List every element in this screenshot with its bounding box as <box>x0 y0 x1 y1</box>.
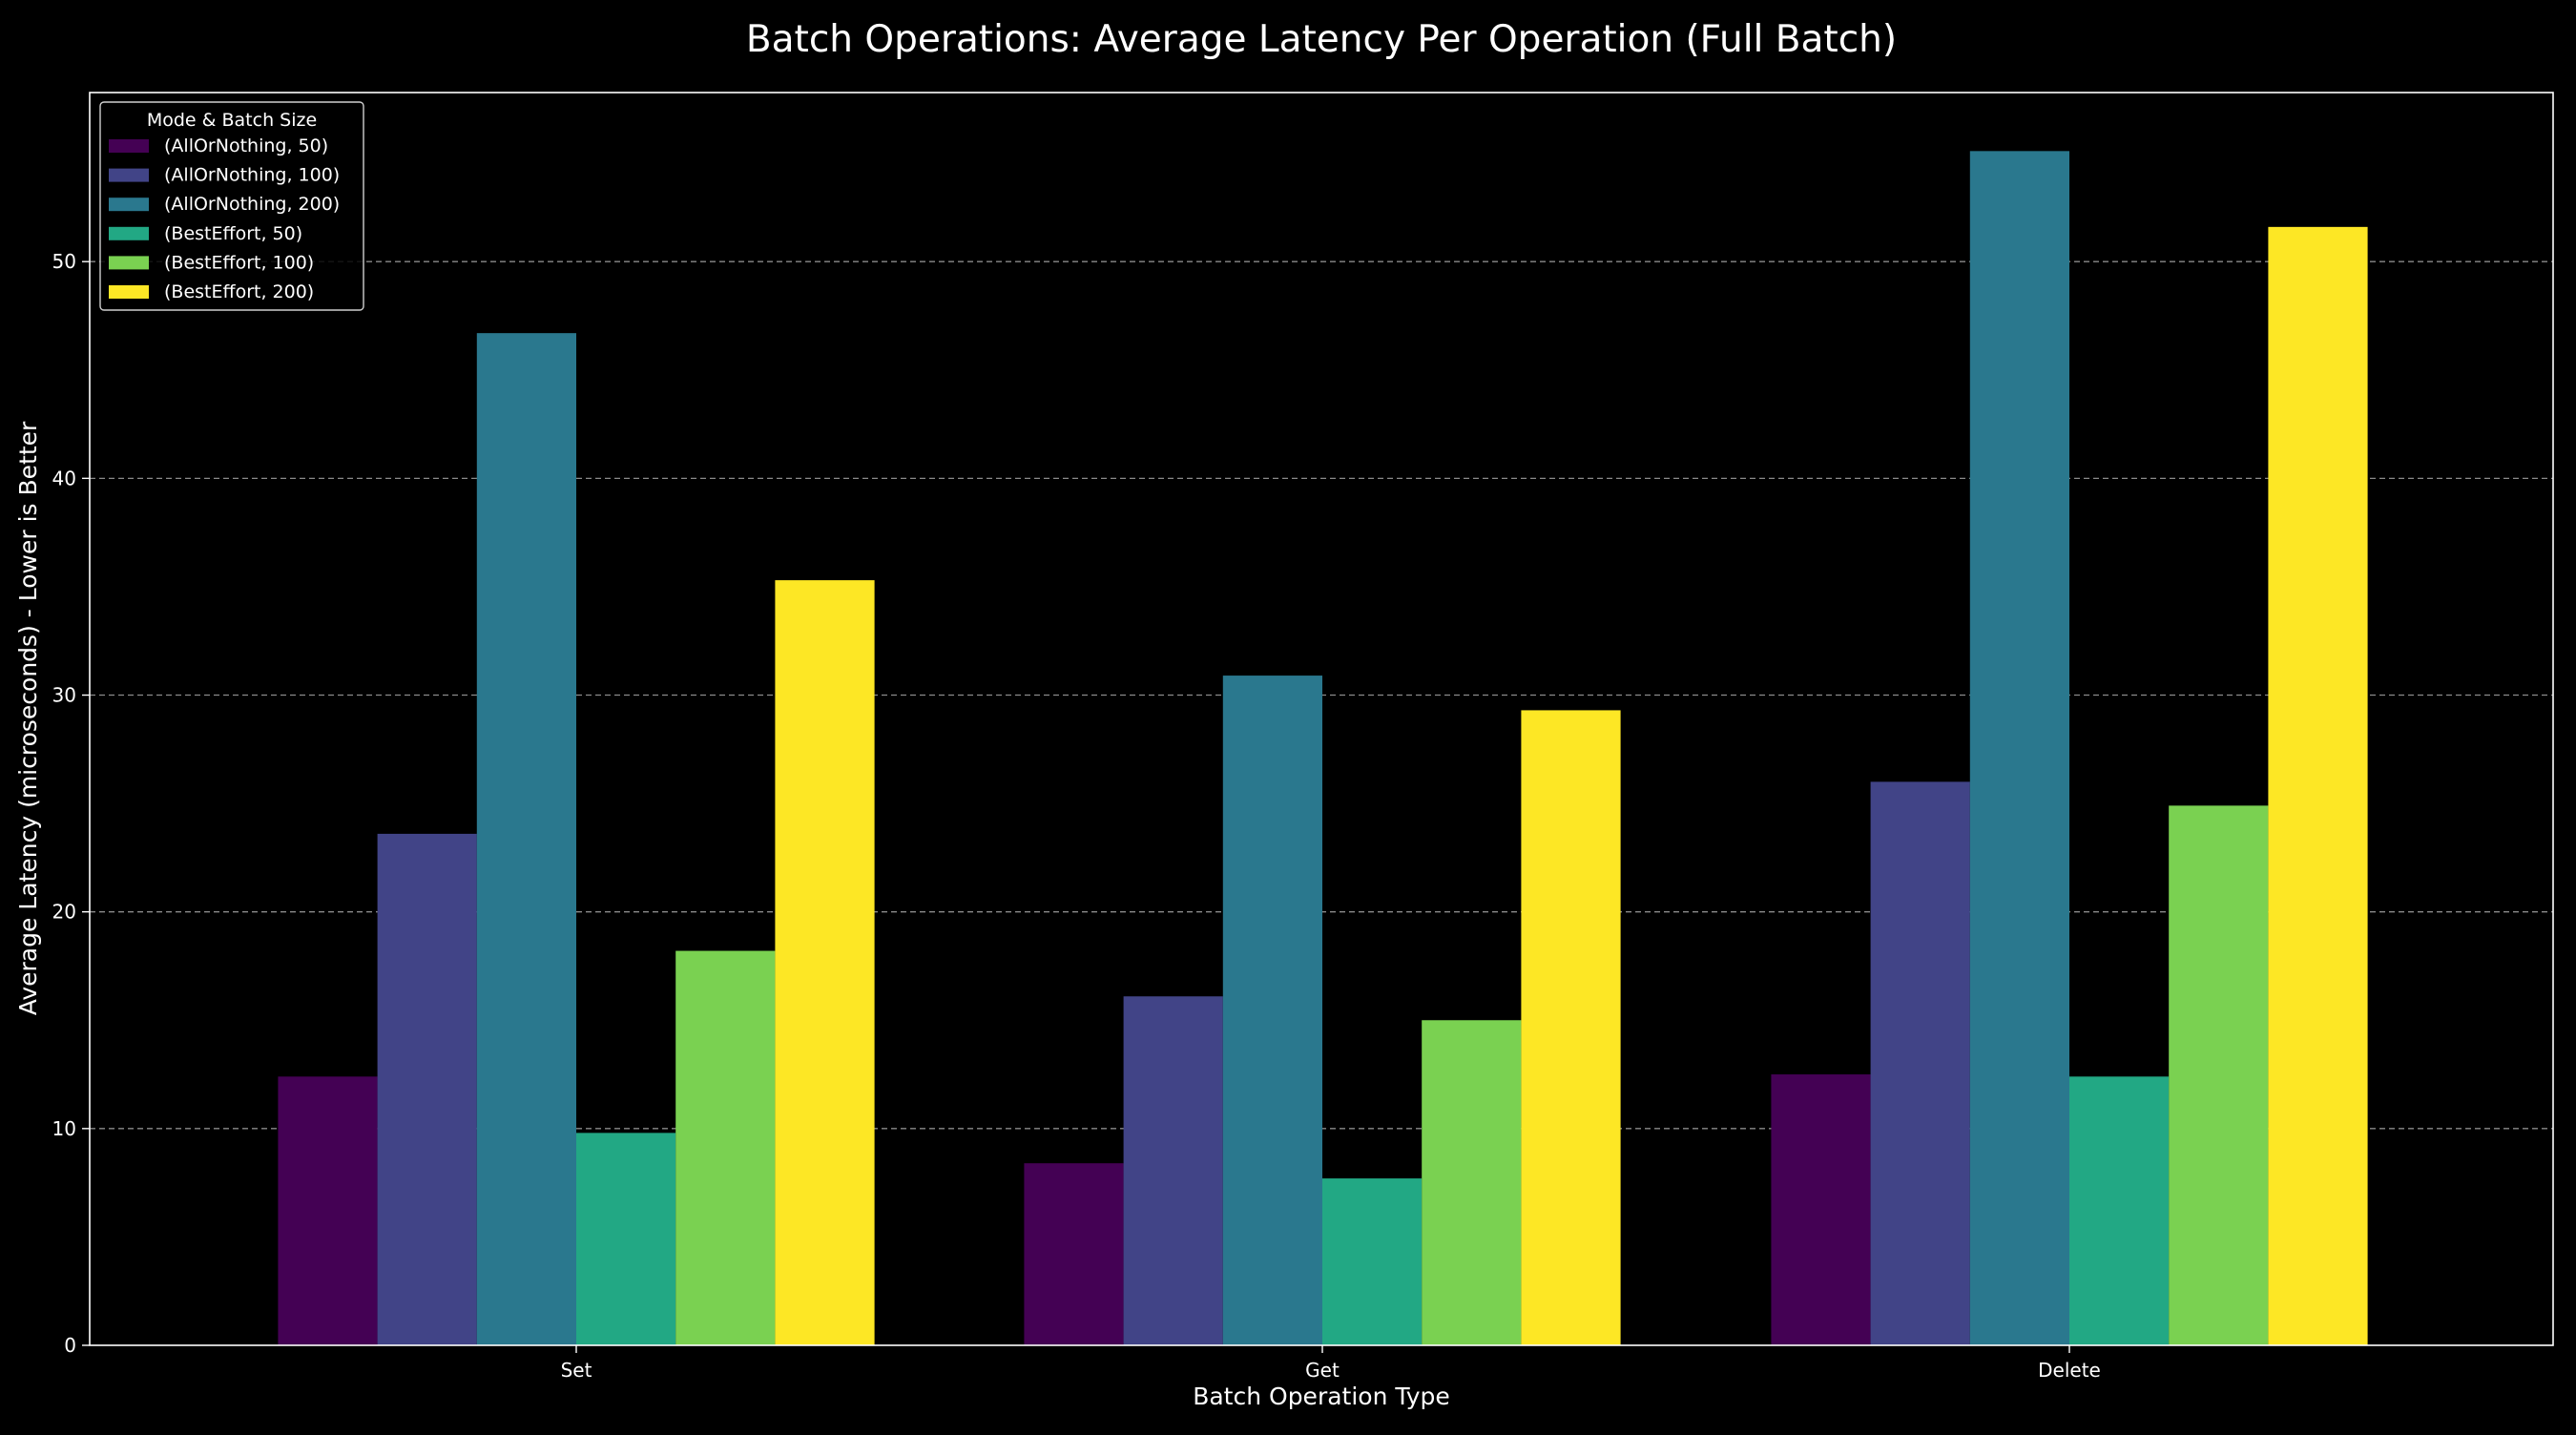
x-axis-label: Batch Operation Type <box>1193 1383 1450 1410</box>
bar <box>1771 1074 1871 1345</box>
bar <box>278 1076 378 1345</box>
y-axis-label: Average Latency (microseconds) - Lower i… <box>14 421 42 1015</box>
legend-swatch <box>109 285 149 299</box>
y-tick-label: 40 <box>52 467 76 489</box>
bar <box>1870 781 1970 1345</box>
plot-frame <box>89 92 2554 1346</box>
legend-label: (BestEffort, 200) <box>164 281 314 302</box>
bar <box>1969 151 2069 1346</box>
bar <box>775 580 875 1345</box>
legend: Mode & Batch Size (AllOrNothing, 50)(All… <box>99 101 364 311</box>
legend-swatch <box>109 139 149 153</box>
x-tick-label: Get <box>1305 1359 1340 1382</box>
bar <box>1123 996 1223 1345</box>
legend-label: (AllOrNothing, 200) <box>164 194 340 215</box>
y-tick-label: 50 <box>52 250 76 273</box>
bar <box>1521 710 1621 1345</box>
legend-label: (BestEffort, 50) <box>164 223 302 244</box>
legend-title: Mode & Batch Size <box>147 110 317 131</box>
y-tick-label: 30 <box>52 684 76 707</box>
bar <box>377 833 477 1345</box>
bar <box>576 1133 676 1345</box>
bar <box>2268 226 2368 1346</box>
bar <box>2169 805 2269 1345</box>
legend-swatch <box>109 198 149 212</box>
y-tick-label: 0 <box>64 1334 76 1357</box>
bar <box>2069 1076 2170 1345</box>
bar <box>1222 676 1322 1345</box>
legend-swatch <box>109 256 149 270</box>
x-tick-label: Set <box>561 1359 592 1382</box>
legend-label: (AllOrNothing, 100) <box>164 165 340 186</box>
legend-items: (AllOrNothing, 50) (AllOrNothing, 100) (Al… <box>109 135 340 302</box>
legend-swatch <box>109 226 149 240</box>
legend-box <box>99 101 364 311</box>
bar <box>476 333 576 1345</box>
bar <box>1422 1020 1522 1345</box>
y-axis: 0 10 20 30 40 50 <box>52 250 90 1357</box>
y-tick-label: 20 <box>52 901 76 924</box>
legend-swatch <box>109 168 149 182</box>
x-axis: Set Get Delete <box>561 1345 2101 1382</box>
chart-title: Batch Operations: Average Latency Per Op… <box>746 18 1897 61</box>
legend-label: (AllOrNothing, 50) <box>164 135 328 156</box>
bars <box>278 151 2368 1346</box>
bar <box>1024 1163 1124 1345</box>
legend-label: (BestEffort, 100) <box>164 252 314 273</box>
bar <box>675 950 776 1345</box>
bar <box>1322 1178 1423 1345</box>
y-tick-label: 10 <box>52 1117 76 1140</box>
x-tick-label: Delete <box>2038 1359 2101 1382</box>
